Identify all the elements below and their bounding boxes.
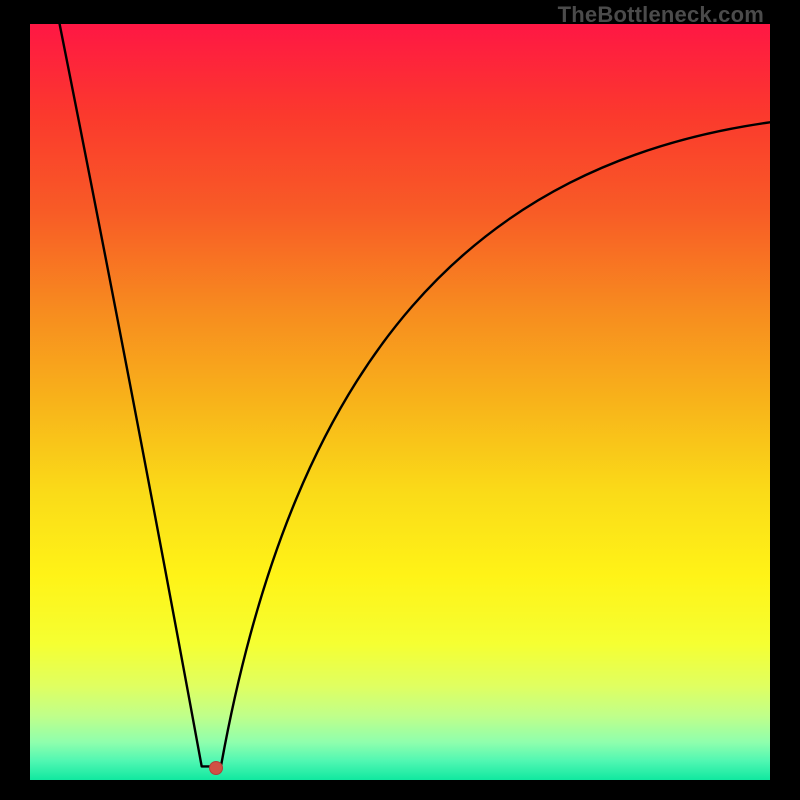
bottleneck-curve	[30, 24, 770, 780]
plot-area	[30, 24, 770, 780]
chart-container: TheBottleneck.com	[0, 0, 800, 800]
